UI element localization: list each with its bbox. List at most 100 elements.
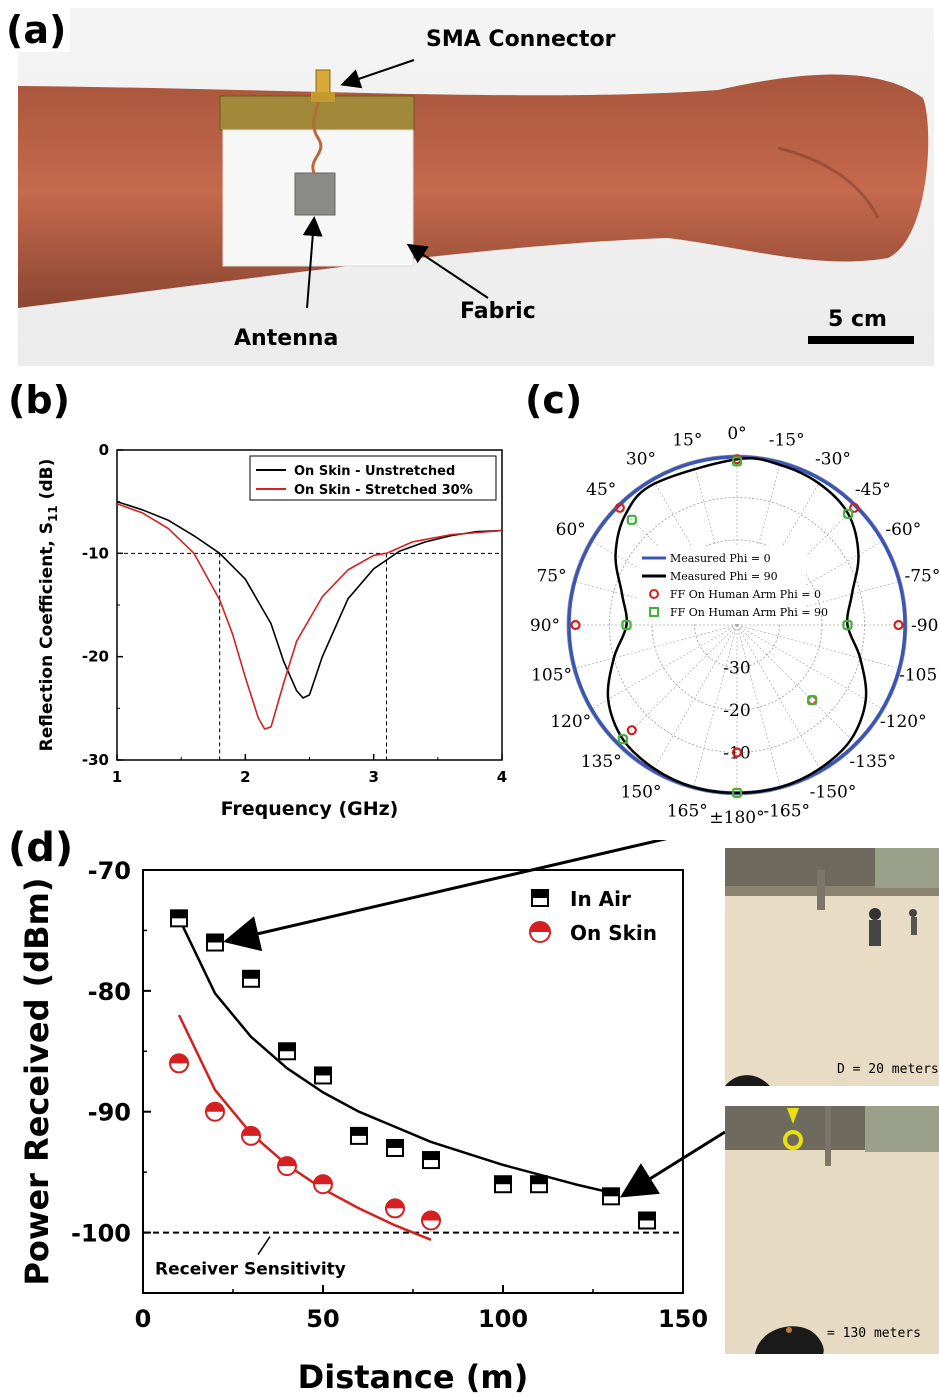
ff-phi90-marker	[731, 456, 743, 467]
on-skin-marker-fill	[386, 1199, 404, 1209]
angular-grid-line	[572, 624, 738, 670]
angular-grid-line	[736, 624, 858, 746]
fabric-label: Fabric	[460, 299, 536, 324]
receiver-sensitivity-label: Receiver Sensitivity	[155, 1260, 346, 1280]
angular-grid-line	[736, 624, 823, 773]
angle-tick-label: 120°	[550, 712, 591, 732]
angular-grid-line	[651, 624, 738, 773]
arrow-to-130m-photo	[619, 1130, 726, 1198]
arm-photo: SMA Connector Antenna Fabric 5 cm	[18, 8, 934, 366]
fit-line-on-skin	[177, 1014, 432, 1241]
ff-phi90-marker	[731, 787, 743, 798]
angle-tick-label: ±180°	[709, 808, 764, 828]
in-air-marker-fill	[387, 1139, 403, 1148]
x-tick-label: 4	[497, 768, 507, 786]
s11-chart: 1 2 3 4 0 -10 -20 -30 On Skin - Unstretched On Sk…	[37, 441, 507, 820]
angle-tick-label: -150°	[810, 782, 857, 802]
angular-grid-line	[736, 624, 902, 670]
arm-photo-illustration	[18, 8, 934, 366]
legend-swatch	[649, 607, 659, 617]
in-air-marker-fill	[171, 910, 187, 919]
ff-phi0-marker	[626, 725, 637, 736]
angle-tick-label: 150°	[621, 782, 662, 802]
angle-tick-label: 60°	[556, 520, 586, 540]
ff-phi90-marker	[807, 695, 818, 706]
scale-bar	[808, 336, 914, 344]
angle-tick-label: 15°	[672, 431, 702, 451]
legend-entry: FF On Human Arm Phi = 90	[670, 606, 828, 619]
legend-entry: Measured Phi = 90	[670, 570, 778, 583]
person-marker-arrow	[787, 1108, 799, 1124]
on-skin-marker-fill	[422, 1211, 440, 1221]
radial-grid-circle	[609, 497, 865, 753]
y-axis-label: Power Received (dBm)	[18, 877, 56, 1285]
ff-phi90-marker	[626, 514, 637, 525]
antenna-label: Antenna	[234, 326, 338, 351]
angular-grid-line	[692, 624, 738, 790]
field-photo-130m-caption: = 130 meters	[827, 1326, 921, 1341]
angle-tick-label: 165°	[667, 801, 708, 821]
radial-tick-label: -30	[723, 659, 750, 679]
panel-label-d: (d)	[8, 825, 74, 871]
field-photo-130m: = 130 meters	[725, 1106, 939, 1354]
ff-phi0-marker	[614, 502, 625, 513]
on-skin-marker-fill	[170, 1054, 188, 1064]
angular-grid-line	[589, 624, 738, 711]
angle-tick-label: -75°	[905, 566, 939, 586]
receiver-sensitivity-pointer	[257, 1236, 271, 1255]
panel-label-b: (b)	[8, 378, 70, 422]
y-tick-label: -70	[88, 857, 131, 885]
ff-phi0-marker	[849, 502, 860, 513]
angle-tick-label: -60°	[885, 520, 921, 540]
on-skin-marker-fill	[242, 1126, 260, 1136]
x-axis-label: Frequency (GHz)	[221, 798, 399, 820]
power-received-chart: 0 50 100 150 -70 -80 -90 -100 Receiver Sensitivi…	[18, 840, 726, 1396]
legend-swatch-in-air-fill	[532, 890, 548, 898]
scale-bar-label: 5 cm	[828, 307, 887, 332]
ff-phi0-marker	[570, 619, 581, 631]
y-tick-label: -20	[82, 648, 109, 666]
legend-swatch-on-skin-fill	[530, 922, 550, 932]
in-air-marker-fill	[603, 1188, 619, 1197]
panel-label-c: (c)	[525, 378, 583, 422]
legend-entry: On Skin - Unstretched	[294, 464, 455, 479]
radiation-pattern-chart: 0° 15° 30° 45°60° 75° 90° 105° 120° 135° 150°165°…	[530, 424, 939, 828]
legend-entry: On Skin - Stretched 30%	[294, 483, 473, 498]
angle-tick-label: 105°	[531, 666, 572, 686]
angular-grid-line	[736, 624, 885, 711]
x-tick-label: 50	[306, 1305, 339, 1333]
legend-entry: On Skin	[570, 921, 657, 945]
field-photo-130m-illustration	[725, 1106, 939, 1354]
x-tick-label: 0	[135, 1305, 152, 1333]
in-air-marker-fill	[279, 1043, 295, 1052]
angle-tick-label: 135°	[581, 752, 622, 772]
angle-tick-label: 75°	[536, 566, 566, 586]
angular-grid-line	[616, 624, 738, 746]
radial-grid-circle	[694, 582, 780, 668]
radial-tick-label: -20	[723, 701, 750, 721]
sma-connector-label: SMA Connector	[426, 27, 616, 52]
in-air-marker-fill	[207, 934, 223, 943]
angle-tick-label: -15°	[769, 431, 805, 451]
series-line-unstretched	[116, 500, 503, 699]
series-line-measured-phi90	[606, 457, 868, 795]
field-photo-20m-illustration	[725, 848, 939, 1086]
y-tick-label: -10	[82, 544, 109, 562]
x-tick-label: 2	[240, 768, 250, 786]
angle-tick-label: -30°	[815, 450, 851, 470]
ff-phi90-marker	[843, 508, 854, 519]
ff-phi90-marker	[621, 619, 632, 631]
field-photo-20m: D = 20 meters	[725, 848, 939, 1086]
legend-swatch	[649, 589, 659, 599]
x-tick-label: 100	[478, 1305, 528, 1333]
angle-tick-label: 0°	[727, 424, 746, 444]
ff-phi0-marker	[731, 747, 743, 758]
annotation-layer: SMA Connector Antenna Fabric 5 cm	[234, 27, 914, 351]
in-air-marker-fill	[243, 970, 259, 979]
x-tick-label: 3	[368, 768, 378, 786]
angle-tick-label: 30°	[626, 450, 656, 470]
fit-line-in-air	[177, 917, 612, 1194]
angle-tick-label: -135°	[849, 752, 896, 772]
legend-box	[249, 455, 497, 501]
in-air-marker-fill	[531, 1176, 547, 1185]
